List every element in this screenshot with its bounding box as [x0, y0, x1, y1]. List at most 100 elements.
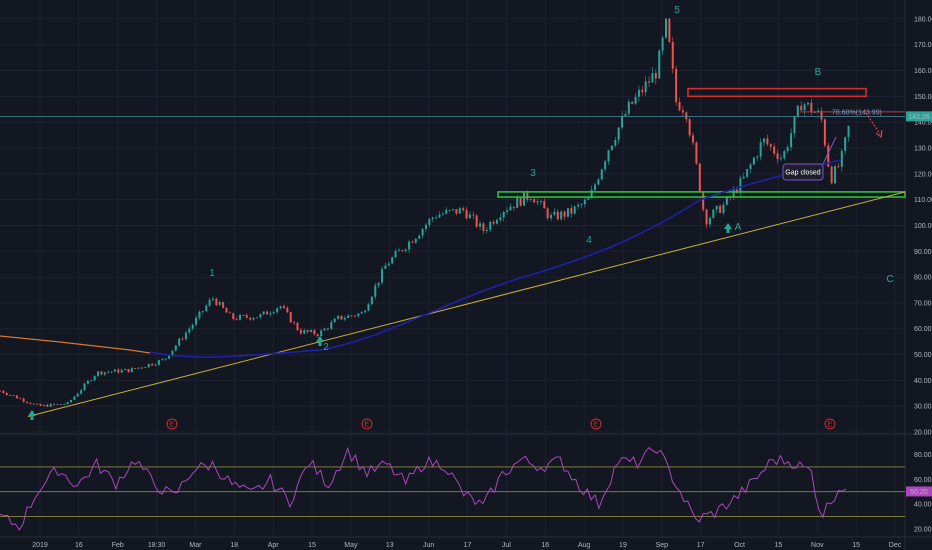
candle-body	[124, 368, 127, 370]
candle-body	[140, 367, 143, 369]
candle-body	[80, 390, 83, 394]
rsi-pane[interactable]	[0, 446, 905, 531]
candle-body	[553, 211, 556, 215]
price-tick-label: 70.00	[914, 300, 932, 307]
price-tick-label: 60.00	[914, 326, 932, 333]
candle-body	[184, 332, 187, 340]
event-marker-icon[interactable]	[824, 418, 836, 430]
price-tick-label: 30.00	[914, 404, 932, 411]
candle-body	[29, 402, 32, 404]
candle-body	[600, 169, 603, 180]
candle-body	[299, 330, 302, 334]
candle-body	[556, 211, 559, 220]
candle-body	[178, 338, 181, 346]
price-tick-label: 160.00	[914, 68, 932, 75]
price-tick-label: 40.00	[914, 378, 932, 385]
candle-body	[36, 403, 39, 405]
current-price-value: 142.26	[908, 114, 930, 121]
candle-body	[377, 282, 380, 286]
candle-body	[120, 369, 123, 373]
candle-body	[810, 102, 813, 113]
candle-body	[12, 395, 15, 396]
candle-body	[154, 364, 157, 366]
candle-body	[661, 37, 664, 51]
gap-closed-label: Gap closed	[785, 170, 821, 177]
candle-body	[739, 178, 742, 193]
event-marker-icon[interactable]	[166, 418, 178, 430]
candle-body	[266, 311, 269, 315]
candle-body	[259, 314, 262, 318]
candle-body	[732, 189, 735, 197]
candle-body	[702, 192, 705, 210]
candle-body	[570, 208, 573, 214]
candle-body	[252, 318, 255, 320]
candle-body	[144, 367, 147, 368]
candle-body	[708, 217, 711, 225]
time-axis[interactable]: 2019 16 Feb 18:30 Mar 18 Apr 15 May 13 Jun 17 Jul 16 A…	[32, 542, 902, 549]
price-tick-label: 90.00	[914, 249, 932, 256]
candle-body	[408, 241, 411, 250]
candle-body	[793, 116, 796, 134]
time-tick-label: 18:30	[148, 542, 166, 549]
candle-body	[796, 105, 799, 117]
candle-body	[533, 199, 536, 203]
time-tick-label: 15	[775, 542, 783, 549]
event-marker-icon[interactable]	[361, 418, 373, 430]
wave-label-b: B	[815, 67, 822, 78]
support-zone	[497, 191, 906, 198]
candle-body	[820, 110, 823, 120]
candle-body	[83, 383, 86, 391]
price-axis[interactable]: 180.00 170.00 160.00 150.00 140.00 130.00 120.…	[906, 16, 932, 437]
candle-body	[742, 176, 745, 179]
candle-body	[587, 198, 590, 200]
candle-body	[107, 371, 110, 373]
candle-body	[458, 208, 461, 214]
current-rsi-tag	[906, 486, 932, 497]
candle-body	[97, 371, 100, 376]
event-marker-label: E	[365, 422, 370, 429]
candle-body	[333, 318, 336, 323]
candle-body	[171, 350, 174, 356]
candle-body	[232, 313, 235, 320]
candle-body	[242, 314, 245, 316]
candle-body	[685, 112, 688, 120]
candle-body	[452, 209, 455, 210]
event-marker-label: E	[594, 422, 599, 429]
candle-body	[347, 315, 350, 318]
candle-body	[746, 169, 749, 177]
time-tick-label: Mar	[189, 542, 202, 549]
time-tick-label: 18	[230, 542, 238, 549]
price-tick-label: 170.00	[914, 42, 932, 49]
candle-body	[834, 166, 837, 184]
event-marker-icon[interactable]	[590, 418, 602, 430]
candle-body	[276, 308, 279, 313]
candle-body	[130, 368, 133, 373]
candle-body	[391, 257, 394, 264]
candle-body	[550, 214, 553, 219]
rsi-axis[interactable]: 80.00 60.00 40.00 20.00 50.20	[906, 452, 932, 533]
candle-body	[823, 119, 826, 146]
wave-label-1: 1	[209, 268, 215, 279]
candle-body	[46, 404, 49, 407]
candle-body	[671, 42, 674, 69]
time-tick-label: 19	[619, 542, 627, 549]
candle-body	[218, 301, 221, 306]
candle-body	[330, 322, 333, 329]
time-tick-label: Aug	[578, 542, 591, 549]
price-tick-label: 20.00	[914, 430, 932, 437]
candle-body	[509, 206, 512, 211]
candle-body	[495, 220, 498, 224]
up-arrow-icon	[28, 410, 36, 420]
candle-body	[249, 317, 252, 320]
candle-body	[151, 363, 154, 366]
candle-body	[269, 313, 272, 315]
time-tick-label: 2019	[32, 542, 48, 549]
candle-body	[546, 208, 549, 219]
candle-body	[776, 153, 779, 160]
candle-body	[779, 158, 782, 160]
candle-body	[56, 404, 59, 405]
candle-body	[644, 81, 647, 93]
price-tick-label: 150.00	[914, 94, 932, 101]
event-marker-label: E	[170, 422, 175, 429]
